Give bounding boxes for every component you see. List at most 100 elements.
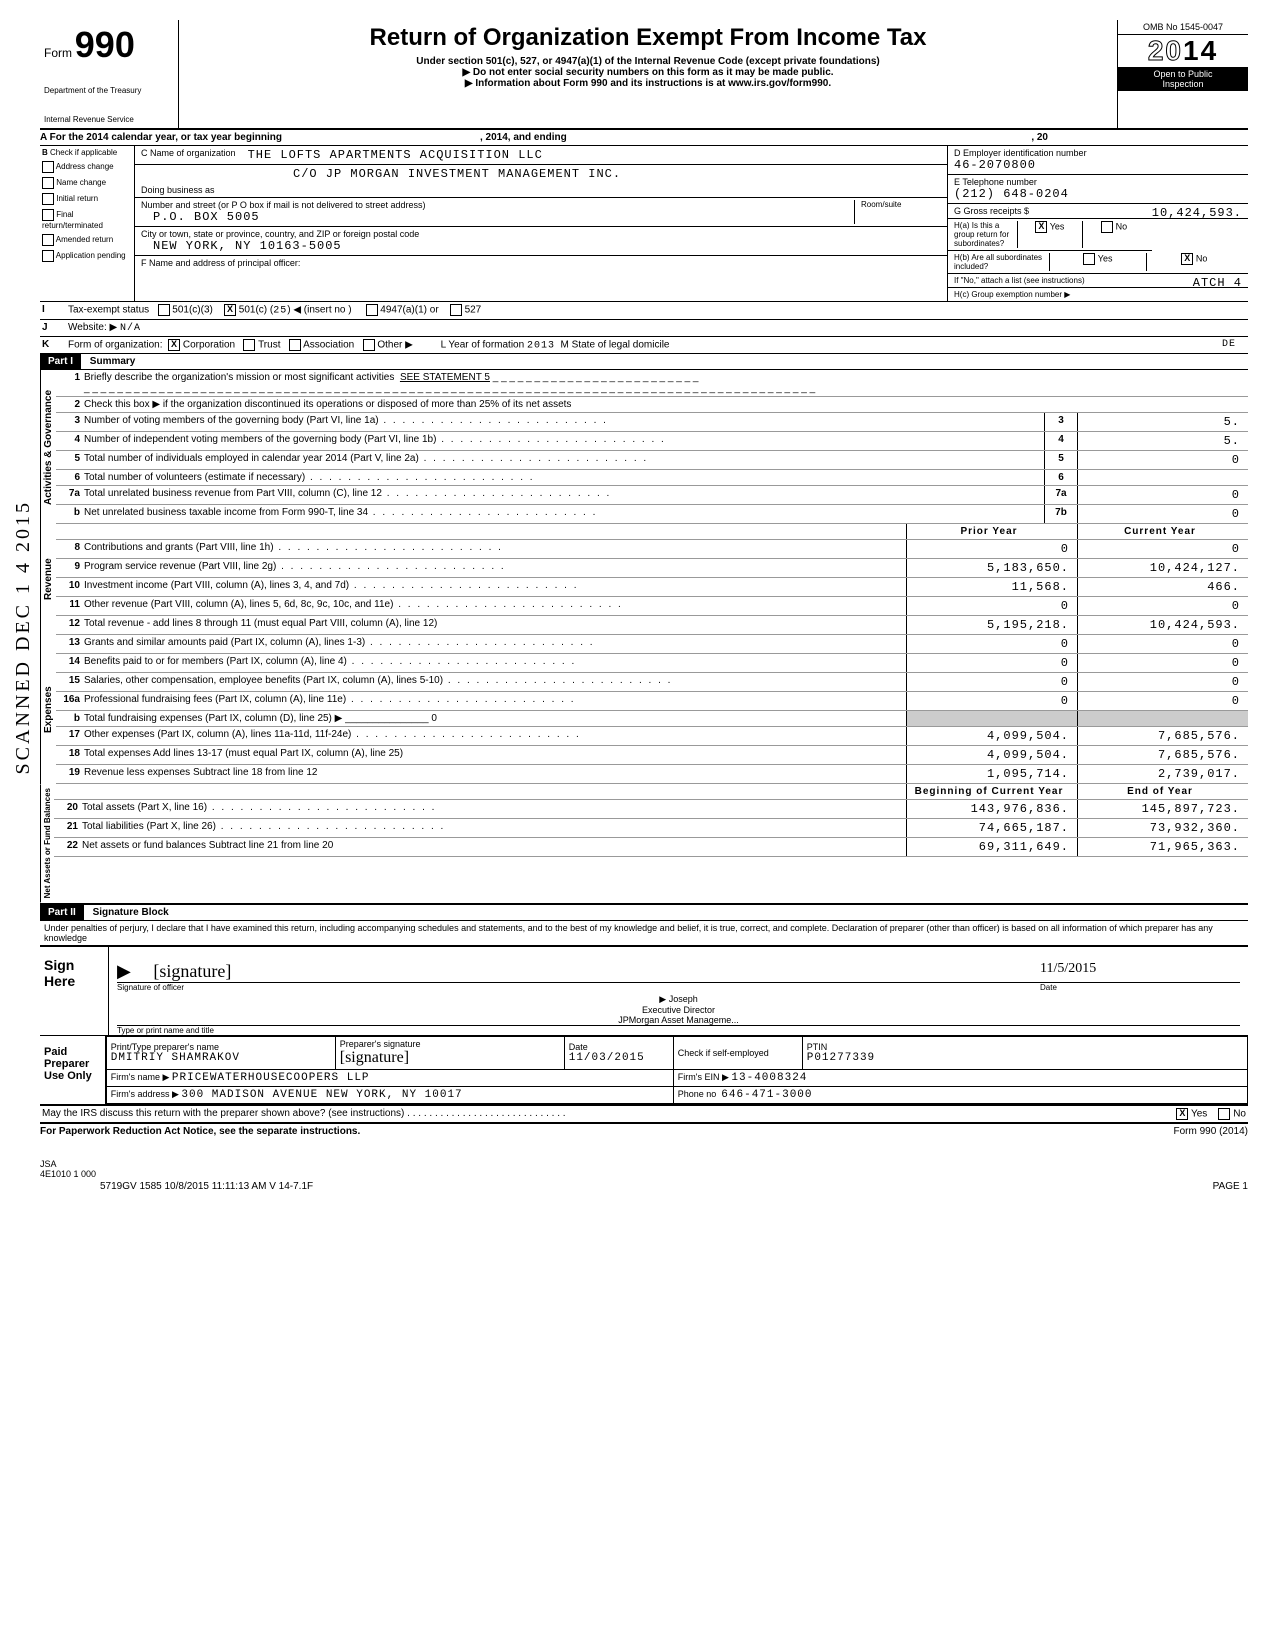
line-20: 20Total assets (Part X, line 16)143,976,…	[54, 800, 1248, 819]
city-row: City or town, state or province, country…	[135, 227, 947, 256]
line-19: 19Revenue less expenses Subtract line 18…	[56, 765, 1248, 784]
line-k: K Form of organization: X Corporation Tr…	[40, 337, 1248, 355]
print-stamp: 5719GV 1585 10/8/2015 11:11:13 AM V 14-7…	[100, 1181, 313, 1192]
org-name-row: C Name of organization THE LOFTS APARTME…	[135, 146, 947, 165]
line-18: 18Total expenses Add lines 13-17 (must e…	[56, 746, 1248, 765]
preparer-self-employed[interactable]: Check if self-employed	[673, 1036, 802, 1069]
hb-no[interactable]: X No	[1146, 253, 1242, 271]
jsa: JSA	[40, 1159, 1248, 1169]
footer-stamp: 5719GV 1585 10/8/2015 11:11:13 AM V 14-7…	[40, 1179, 1248, 1194]
line-16b: bTotal fundraising expenses (Part IX, co…	[56, 711, 1248, 727]
page-number: PAGE 1	[1213, 1181, 1248, 1192]
line-j: J Website: ▶ N/A	[40, 320, 1248, 337]
chk-address[interactable]: Address change	[42, 161, 132, 173]
co-name: C/O JP MORGAN INVESTMENT MANAGEMENT INC.	[293, 167, 621, 181]
line-21: 21Total liabilities (Part X, line 26)74,…	[54, 819, 1248, 838]
preparer-ptin: P01277339	[807, 1052, 1243, 1064]
pra-notice: For Paperwork Reduction Act Notice, see …	[40, 1126, 360, 1137]
form-header: Form 990 Department of the Treasury Inte…	[40, 20, 1248, 130]
typed-name-line: ▶ JosephExecutive DirectorJPMorgan Asset…	[117, 992, 1240, 1026]
chk-corp[interactable]: X	[168, 339, 180, 351]
na-header: Beginning of Current YearEnd of Year	[54, 784, 1248, 800]
vtab-netassets: Net Assets or Fund Balances	[40, 784, 54, 902]
ha-yes[interactable]: X Yes	[1017, 221, 1081, 248]
jsa-code: 4E1010 1 000	[40, 1169, 1248, 1179]
room-label: Room/suite	[854, 200, 941, 224]
addr-row: Number and street (or P O box if mail is…	[135, 198, 947, 227]
chk-final[interactable]: Final return/terminated	[42, 209, 132, 230]
line-1: 1 Briefly describe the organization's mi…	[56, 370, 1248, 397]
netassets-block: Net Assets or Fund Balances Beginning of…	[40, 784, 1248, 904]
chk-name[interactable]: Name change	[42, 177, 132, 189]
line-16a: 16aProfessional fundraising fees (Part I…	[56, 692, 1248, 711]
expenses-block: Expenses 13Grants and similar amounts pa…	[40, 635, 1248, 784]
city-label: City or town, state or province, country…	[141, 229, 419, 239]
ha-no[interactable]: No	[1082, 221, 1146, 248]
sig-officer-label: Signature of officer	[117, 983, 1040, 992]
date-label: Date	[1040, 983, 1240, 992]
co-row: C/O JP MORGAN INVESTMENT MANAGEMENT INC.	[135, 165, 947, 183]
f-label: F Name and address of principal officer:	[141, 258, 300, 268]
preparer-name: DMITRIY SHAMRAKOV	[111, 1052, 331, 1064]
scanned-stamp: SCANNED DEC 1 4 2015	[12, 500, 35, 774]
dept-irs: Internal Revenue Service	[44, 115, 174, 124]
ha-row: H(a) Is this a group return for subordin…	[948, 219, 1152, 251]
sign-block: Sign Here ▶ [signature] 11/5/2015 Signat…	[40, 945, 1248, 1036]
line-14: 14Benefits paid to or for members (Part …	[56, 654, 1248, 673]
preparer-row3: Firm's address ▶ 300 MADISON AVENUE NEW …	[106, 1086, 1247, 1103]
phone-row: E Telephone number (212) 648-0204	[948, 175, 1248, 204]
chk-4947[interactable]	[366, 304, 378, 316]
chk-527[interactable]	[450, 304, 462, 316]
dba-row: Doing business as	[135, 183, 947, 198]
line-3: 3Number of voting members of the governi…	[56, 413, 1248, 432]
form-note2: ▶ Information about Form 990 and its ins…	[183, 78, 1113, 89]
preparer-date: 11/03/2015	[569, 1052, 669, 1064]
chk-501c[interactable]: X	[224, 304, 236, 316]
form-id-box: Form 990 Department of the Treasury Inte…	[40, 20, 179, 128]
discuss-no[interactable]	[1218, 1108, 1230, 1120]
line-6: 6Total number of volunteers (estimate if…	[56, 470, 1248, 486]
ha-label: H(a) Is this a group return for subordin…	[954, 221, 1017, 248]
signature-line[interactable]: ▶ [signature] 11/5/2015	[117, 947, 1240, 983]
preparer-label: Paid Preparer Use Only	[40, 1036, 106, 1104]
vtab-revenue: Revenue	[40, 524, 56, 635]
section-b-chk-label: Check if applicable	[50, 148, 117, 157]
sign-here-label: Sign Here	[40, 947, 109, 1035]
section-c: C Name of organization THE LOFTS APARTME…	[135, 146, 948, 301]
discuss-yes[interactable]: X	[1176, 1108, 1188, 1120]
line-k-content: Form of organization: X Corporation Trus…	[66, 337, 1248, 354]
gross-value: 10,424,593.	[1152, 206, 1242, 220]
line-22: 22Net assets or fund balances Subtract l…	[54, 838, 1248, 857]
header-grid: B Check if applicable Address change Nam…	[40, 146, 1248, 302]
chk-other[interactable]	[363, 339, 375, 351]
form-word: Form	[44, 46, 72, 60]
mission-value: SEE STATEMENT 5	[400, 372, 490, 383]
part-ii-title: Signature Block	[87, 905, 175, 920]
part-ii-header: Part II Signature Block	[40, 905, 1248, 921]
chk-assoc[interactable]	[289, 339, 301, 351]
omb-number: OMB No 1545-0047	[1118, 20, 1248, 35]
chk-initial[interactable]: Initial return	[42, 193, 132, 205]
chk-trust[interactable]	[243, 339, 255, 351]
line-j-label: J	[40, 320, 66, 336]
preparer-row1: Print/Type preparer's nameDMITRIY SHAMRA…	[106, 1036, 1247, 1069]
part-ii-label: Part II	[40, 905, 84, 920]
form-note1: ▶ Do not enter social security numbers o…	[183, 67, 1113, 78]
line-a-mid: , 2014, and ending	[480, 132, 740, 143]
line-i-label: I	[40, 302, 66, 319]
part-i-label: Part I	[40, 354, 81, 369]
chk-501c3[interactable]	[158, 304, 170, 316]
gross-row: G Gross receipts $ 10,424,593.	[948, 204, 1248, 219]
line-10: 10Investment income (Part VIII, column (…	[56, 578, 1248, 597]
footer-pra: For Paperwork Reduction Act Notice, see …	[40, 1124, 1248, 1139]
dba-label: Doing business as	[141, 185, 215, 195]
d-label: D Employer identification number	[954, 148, 1242, 158]
line-7b: bNet unrelated business taxable income f…	[56, 505, 1248, 524]
hb-yes[interactable]: Yes	[1049, 253, 1145, 271]
line-i: I Tax-exempt status 501(c)(3) X 501(c) (…	[40, 302, 1248, 320]
chk-amended[interactable]: Amended return	[42, 234, 132, 246]
chk-application[interactable]: Application pending	[42, 250, 132, 262]
line-j-content: Website: ▶ N/A	[66, 320, 1248, 336]
firm-name: PRICEWATERHOUSECOOPERS LLP	[172, 1072, 370, 1084]
line-a: A For the 2014 calendar year, or tax yea…	[40, 130, 1248, 146]
